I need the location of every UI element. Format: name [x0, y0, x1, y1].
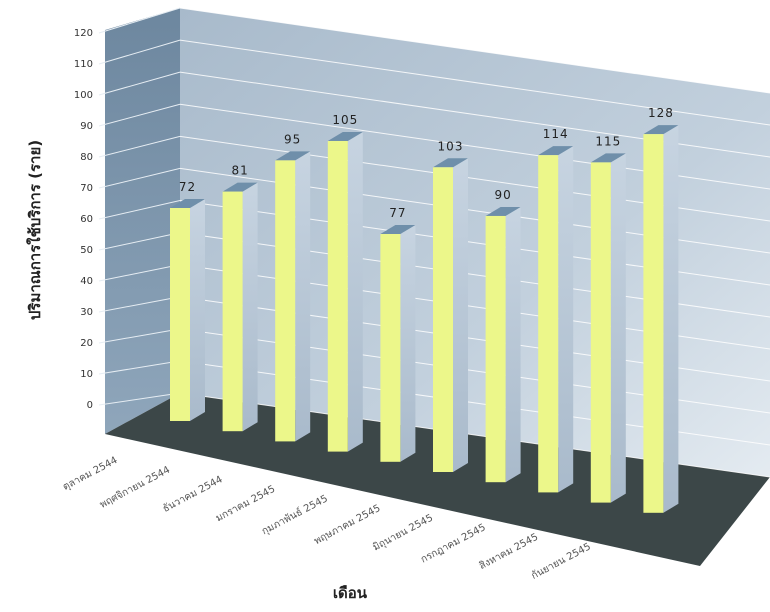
x-tick-label: กันยายน 2545 [530, 541, 593, 582]
bar-top [327, 131, 363, 141]
bar-side [242, 182, 258, 432]
bar [643, 125, 679, 513]
bar-value-label: 128 [648, 106, 674, 120]
bar-side [453, 158, 468, 472]
bar-value-label: 72 [179, 180, 196, 194]
bar-front [380, 234, 401, 462]
gridline-left [98, 360, 181, 375]
bar [275, 151, 311, 442]
bar-front [222, 191, 243, 432]
y-tick-label: 60 [80, 214, 93, 225]
bar-side [558, 146, 574, 493]
y-tick-label: 20 [80, 338, 93, 349]
y-tick-label: 80 [80, 152, 93, 163]
bar-value-label: 90 [494, 188, 511, 202]
y-tick-label: 50 [80, 245, 93, 256]
bar-value-label: 115 [595, 134, 621, 148]
bar-top [275, 151, 311, 161]
x-axis-title: เดือน [333, 584, 368, 602]
x-tick-label: ตุลาคม 2544 [61, 455, 119, 493]
bar-front [538, 155, 559, 493]
gridline-left [98, 167, 181, 189]
bars [170, 125, 679, 513]
bar-top [170, 199, 205, 208]
gridline-left [98, 135, 181, 158]
floor [105, 393, 770, 566]
gridline-left [98, 39, 181, 65]
x-tick-label: มกราคม 2545 [214, 484, 277, 524]
bar-value-label: 77 [389, 206, 406, 220]
bar-side [347, 131, 363, 452]
bar-side [610, 153, 626, 503]
x-tick-label: กุมภาพันธ์ 2545 [260, 492, 330, 537]
bar-value-label: 95 [284, 132, 301, 146]
gridline-left [98, 392, 181, 406]
gridline-left [98, 232, 181, 251]
bar [222, 182, 258, 432]
x-tick-label: ธันวาคม 2544 [161, 474, 225, 515]
bar-top [222, 182, 258, 192]
gridline-left [98, 103, 181, 127]
bar-value-label: 114 [543, 127, 569, 141]
y-axis-ticks: 0 10 20 30 40 50 60 70 80 90 100 110 120 [74, 28, 93, 411]
left-wall [105, 8, 180, 434]
bar [327, 131, 363, 452]
x-tick-label: กรกฎาคม 2545 [419, 522, 487, 565]
bar-value-label: 103 [438, 139, 464, 153]
gridline-left [98, 296, 181, 313]
bar [590, 153, 626, 503]
value-labels: 72 81 95 105 77 103 90 114 115 128 [179, 106, 674, 220]
bar-top [590, 153, 626, 163]
y-tick-label: 70 [80, 183, 93, 194]
y-tick-label: 40 [80, 276, 93, 287]
bar [380, 225, 416, 462]
bar [433, 158, 468, 472]
x-tick-label: พฤษภาคม 2545 [312, 503, 382, 547]
x-tick-label: มิถุนายน 2545 [371, 513, 435, 554]
gridline-left [98, 7, 181, 34]
bar-side [190, 199, 205, 421]
bar-front [275, 160, 296, 442]
x-tick-label: พฤศจิกายน 2544 [98, 465, 172, 511]
y-tick-label: 30 [80, 307, 93, 318]
gridline [179, 39, 770, 126]
y-axis-title: ปริมาณการใช้บริการ (ราย) [26, 140, 44, 320]
gridline-left [98, 200, 181, 220]
bar-top [485, 206, 521, 216]
y-tick-label: 110 [74, 59, 93, 70]
bar-side [505, 206, 521, 483]
x-tick-label: สิงหาคม 2545 [478, 532, 541, 572]
gridline-left [98, 264, 181, 282]
bar-top [538, 146, 574, 156]
y-tick-label: 120 [74, 28, 93, 39]
gridline-left [98, 328, 181, 344]
y-tick-label: 90 [80, 121, 93, 132]
bar [485, 206, 521, 483]
gridline [179, 7, 770, 94]
bar-front [590, 162, 611, 503]
gridline-left [98, 71, 181, 96]
y-tick-label: 0 [87, 400, 93, 411]
bar-front [433, 167, 453, 472]
bar-top [643, 125, 679, 135]
bar-side [295, 151, 311, 442]
bar-value-label: 81 [231, 164, 248, 178]
bar-side [400, 225, 416, 462]
bar-value-label: 105 [332, 113, 358, 127]
bar-front [327, 140, 348, 452]
bar-top [380, 225, 416, 235]
bar-top [433, 158, 468, 168]
bar [538, 146, 574, 493]
bar-side [663, 125, 679, 513]
y-tick-label: 100 [74, 90, 93, 101]
bar-front [170, 208, 190, 421]
bar-front [485, 215, 506, 483]
bar-front [643, 134, 664, 513]
bar [170, 199, 205, 421]
y-tick-label: 10 [80, 369, 93, 380]
